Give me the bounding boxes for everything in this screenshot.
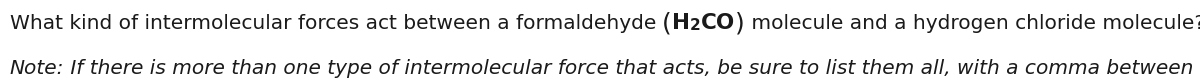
Text: What kind of intermolecular forces act between a formaldehyde: What kind of intermolecular forces act b… bbox=[10, 14, 662, 33]
Text: Note:: Note: bbox=[10, 59, 64, 78]
Text: CO: CO bbox=[701, 13, 736, 33]
Text: ): ) bbox=[736, 11, 745, 35]
Text: molecule and a hydrogen chloride molecule?: molecule and a hydrogen chloride molecul… bbox=[745, 14, 1200, 33]
Text: 2: 2 bbox=[690, 18, 701, 33]
Text: If there is more than one type of intermolecular force that acts, be sure to lis: If there is more than one type of interm… bbox=[64, 59, 1200, 78]
Text: (: ( bbox=[662, 11, 672, 35]
Text: H: H bbox=[672, 13, 690, 33]
